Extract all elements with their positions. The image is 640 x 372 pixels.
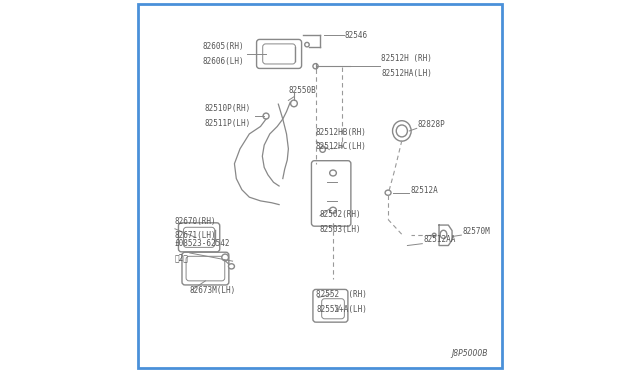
- Text: 82512HA(LH): 82512HA(LH): [381, 69, 432, 78]
- Text: 82828P: 82828P: [417, 121, 445, 129]
- Ellipse shape: [228, 264, 234, 269]
- Text: 82512HC(LH): 82512HC(LH): [316, 142, 367, 151]
- Text: £08523-62542: £08523-62542: [174, 239, 230, 248]
- Ellipse shape: [263, 113, 269, 119]
- Ellipse shape: [320, 147, 325, 153]
- Text: 82511P(LH): 82511P(LH): [205, 119, 251, 128]
- Text: 82546: 82546: [344, 31, 367, 40]
- Text: 82510P(RH): 82510P(RH): [205, 105, 251, 113]
- Ellipse shape: [222, 254, 228, 261]
- Ellipse shape: [330, 207, 337, 213]
- Text: 82550B: 82550B: [289, 86, 316, 95]
- Text: 82605(RH): 82605(RH): [202, 42, 244, 51]
- Ellipse shape: [396, 125, 408, 137]
- Ellipse shape: [385, 190, 391, 195]
- Text: 82673M(LH): 82673M(LH): [189, 286, 236, 295]
- Ellipse shape: [313, 64, 318, 69]
- Ellipse shape: [291, 100, 298, 107]
- Text: 82512HB(RH): 82512HB(RH): [316, 128, 367, 137]
- Ellipse shape: [392, 121, 411, 141]
- Text: 82552+A(LH): 82552+A(LH): [316, 305, 367, 314]
- Text: J8P5000B: J8P5000B: [451, 349, 488, 358]
- Text: 82512H (RH): 82512H (RH): [381, 54, 432, 63]
- Text: 82670(RH): 82670(RH): [174, 217, 216, 226]
- Text: 82512AA: 82512AA: [424, 235, 456, 244]
- Ellipse shape: [305, 42, 309, 47]
- Text: 82512A: 82512A: [410, 186, 438, 195]
- Text: 82503(LH): 82503(LH): [320, 225, 362, 234]
- Ellipse shape: [440, 230, 447, 238]
- Ellipse shape: [330, 170, 337, 176]
- Text: 82552  (RH): 82552 (RH): [316, 291, 367, 299]
- Text: 82606(LH): 82606(LH): [202, 57, 244, 65]
- Ellipse shape: [433, 233, 436, 237]
- Text: 82570M: 82570M: [462, 227, 490, 236]
- Text: 〈2〉: 〈2〉: [174, 253, 188, 262]
- Text: 82671(LH): 82671(LH): [174, 231, 216, 240]
- Text: 82502(RH): 82502(RH): [320, 211, 362, 219]
